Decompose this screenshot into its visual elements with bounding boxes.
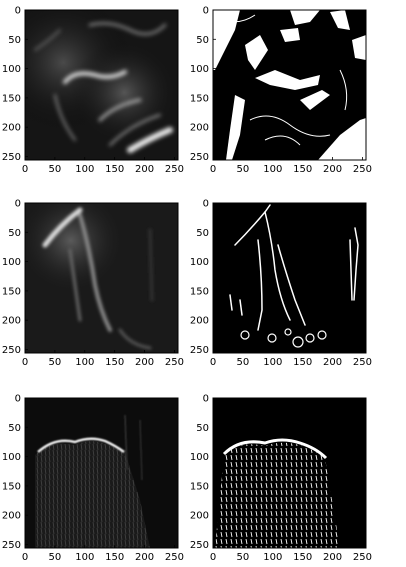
y-tick-label: 50: [8, 228, 21, 239]
x-tick-label: 150: [293, 357, 312, 368]
x-tick-label: 0: [22, 357, 28, 368]
x-tick-label: 250: [165, 164, 184, 175]
x-tick-label: 250: [353, 357, 372, 368]
y-tick-label: 150: [190, 481, 209, 492]
y-tick-label: 0: [203, 6, 209, 17]
x-tick-label: 100: [263, 552, 282, 563]
y-tick-label: 200: [190, 316, 209, 327]
y-tick-label: 50: [196, 35, 209, 46]
y-tick-label: 150: [2, 481, 21, 492]
x-tick-label: 50: [49, 552, 62, 563]
x-tick-label: 200: [135, 357, 154, 368]
x-tick-label: 50: [237, 552, 250, 563]
y-tick-label: 150: [2, 286, 21, 297]
x-tick-label: 200: [323, 552, 342, 563]
x-tick-label: 0: [210, 164, 216, 175]
x-tick-label: 150: [293, 164, 312, 175]
y-tick-label: 0: [15, 6, 21, 17]
y-tick-label: 100: [2, 64, 21, 75]
panel-r2c1-image: [25, 203, 178, 353]
y-tick-label: 200: [190, 511, 209, 522]
y-tick-label: 50: [196, 423, 209, 434]
y-tick-label: 200: [2, 316, 21, 327]
x-tick-label: 50: [237, 164, 250, 175]
y-tick-label: 50: [196, 228, 209, 239]
x-tick-label: 0: [22, 164, 28, 175]
y-tick-label: 250: [2, 345, 21, 356]
x-tick-label: 0: [22, 552, 28, 563]
y-tick-label: 0: [203, 394, 209, 405]
x-tick-label: 200: [135, 164, 154, 175]
y-tick-label: 100: [2, 452, 21, 463]
y-tick-label: 50: [8, 35, 21, 46]
y-tick-label: 100: [190, 257, 209, 268]
x-tick-label: 100: [263, 164, 282, 175]
y-tick-label: 250: [2, 540, 21, 551]
x-tick-label: 100: [75, 357, 94, 368]
x-tick-label: 50: [49, 357, 62, 368]
x-tick-label: 50: [237, 357, 250, 368]
panel-r1c1-image: [25, 10, 178, 160]
x-tick-label: 0: [210, 552, 216, 563]
y-tick-label: 150: [190, 93, 209, 104]
y-tick-label: 0: [15, 394, 21, 405]
y-tick-label: 100: [2, 257, 21, 268]
y-tick-label: 50: [8, 423, 21, 434]
x-tick-label: 250: [353, 552, 372, 563]
panel-r3c1-image: [25, 398, 178, 548]
x-tick-label: 50: [49, 164, 62, 175]
x-tick-label: 250: [353, 164, 372, 175]
y-tick-label: 250: [2, 152, 21, 163]
x-tick-label: 250: [165, 552, 184, 563]
y-tick-label: 200: [2, 123, 21, 134]
y-tick-label: 250: [190, 345, 209, 356]
y-tick-label: 0: [15, 199, 21, 210]
y-tick-label: 250: [190, 152, 209, 163]
y-tick-label: 100: [190, 64, 209, 75]
x-tick-label: 200: [135, 552, 154, 563]
y-tick-label: 100: [190, 452, 209, 463]
x-tick-label: 250: [165, 357, 184, 368]
x-tick-label: 150: [293, 552, 312, 563]
panel-r1c2-image: [213, 10, 366, 160]
x-tick-label: 100: [75, 164, 94, 175]
x-tick-label: 150: [105, 552, 124, 563]
x-tick-label: 0: [210, 357, 216, 368]
panel-r2c2-image: [213, 203, 366, 353]
y-tick-label: 250: [190, 540, 209, 551]
y-tick-label: 200: [190, 123, 209, 134]
y-tick-label: 150: [190, 286, 209, 297]
x-tick-label: 200: [323, 164, 342, 175]
x-tick-label: 150: [105, 164, 124, 175]
x-tick-label: 150: [105, 357, 124, 368]
x-tick-label: 200: [323, 357, 342, 368]
x-tick-label: 100: [263, 357, 282, 368]
y-tick-label: 0: [203, 199, 209, 210]
y-tick-label: 150: [2, 93, 21, 104]
panel-r3c2-image: [213, 398, 366, 548]
x-tick-label: 100: [75, 552, 94, 563]
y-tick-label: 200: [2, 511, 21, 522]
